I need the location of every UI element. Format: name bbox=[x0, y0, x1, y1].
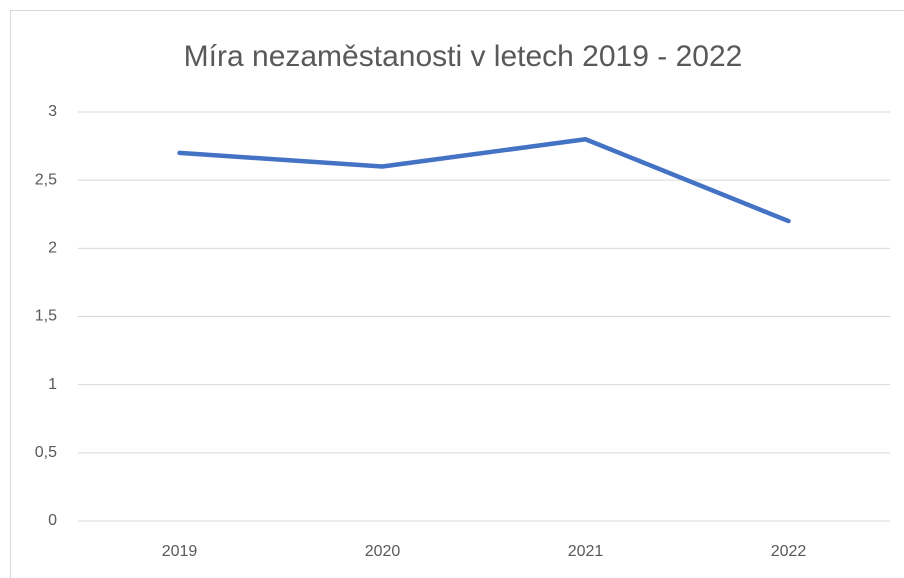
y-tick-label: 2,5 bbox=[35, 171, 57, 188]
y-tick-label: 1,5 bbox=[35, 308, 57, 325]
y-tick-label: 0,5 bbox=[35, 444, 57, 461]
y-tick-label: 3 bbox=[48, 103, 57, 120]
line bbox=[177, 137, 791, 224]
y-tick-label: 0 bbox=[48, 512, 57, 529]
x-tick-label: 2022 bbox=[771, 543, 807, 560]
y-tick-label: 1 bbox=[48, 376, 57, 393]
x-tick-label: 2019 bbox=[162, 543, 198, 560]
chart-title: Míra nezaměstanosti v letech 2019 - 2022 bbox=[184, 40, 743, 73]
y-tick-label: 2 bbox=[48, 240, 57, 257]
x-tick-label: 2020 bbox=[365, 543, 401, 560]
x-tick-label: 2021 bbox=[568, 543, 604, 560]
chart-border bbox=[10, 10, 904, 578]
